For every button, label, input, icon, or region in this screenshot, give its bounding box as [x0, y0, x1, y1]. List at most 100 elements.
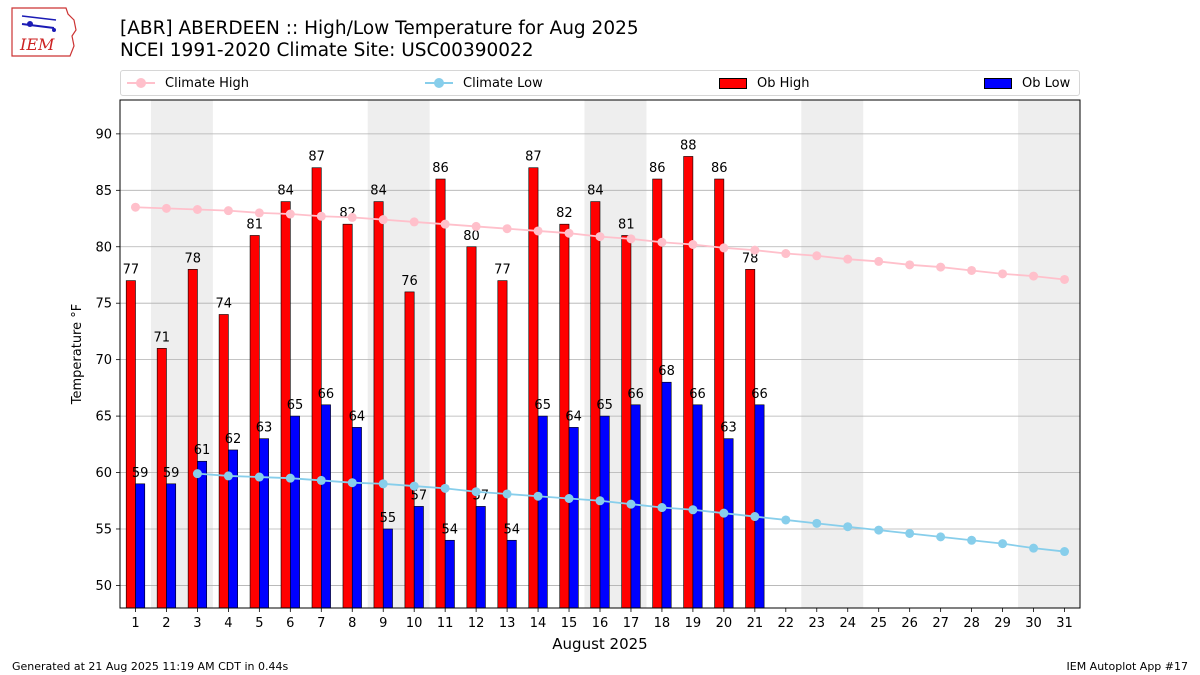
x-tick-label: 14 — [530, 616, 547, 631]
ob-low-bar — [537, 415, 548, 609]
climate-low-point — [874, 525, 884, 535]
climate-high-point — [874, 256, 884, 266]
climate-high-point — [347, 212, 357, 222]
legend-climate-high: Climate High — [127, 71, 249, 95]
climate-high-swatch — [127, 78, 155, 88]
climate-low-point — [285, 473, 295, 483]
climate-low-point — [533, 491, 543, 501]
climate-low-point — [626, 499, 636, 509]
ob-high-label: 84 — [277, 184, 294, 199]
ob-high-bar — [466, 246, 477, 609]
x-tick-label: 27 — [932, 616, 949, 631]
climate-low-point — [595, 496, 605, 506]
x-tick-label: 2 — [162, 616, 170, 631]
ob-high-bar — [714, 178, 725, 609]
x-tick-label: 1 — [131, 616, 139, 631]
ob-low-label: 61 — [194, 443, 211, 458]
x-tick-label: 25 — [870, 616, 887, 631]
y-tick-label: 75 — [95, 297, 112, 312]
ob-high-label: 71 — [154, 330, 171, 345]
footer-app: IEM Autoplot App #17 — [1066, 660, 1189, 673]
iem-logo: IEM — [8, 6, 80, 60]
legend-climate-low-label: Climate Low — [463, 75, 543, 91]
climate-high-point — [378, 215, 388, 225]
climate-low-point — [440, 483, 450, 493]
ob-high-swatch — [719, 77, 747, 89]
y-tick-label: 80 — [95, 240, 112, 255]
ob-low-label: 63 — [720, 421, 737, 436]
ob-high-label: 81 — [618, 217, 635, 232]
weekend-band — [801, 100, 864, 608]
climate-high-point — [161, 203, 171, 213]
y-axis-label: Temperature °F — [70, 304, 85, 405]
ob-low-bar — [413, 506, 424, 609]
ob-low-label: 66 — [689, 387, 706, 402]
legend: Climate High Climate Low Ob High Ob Low — [120, 70, 1080, 96]
ob-high-bar — [435, 178, 446, 609]
climate-low-point — [843, 522, 853, 532]
title-line-1: [ABR] ABERDEEN :: High/Low Temperature f… — [120, 18, 639, 39]
x-tick-label: 26 — [901, 616, 918, 631]
ob-high-bar — [125, 280, 136, 609]
ob-high-label: 84 — [370, 184, 387, 199]
x-tick-label: 3 — [193, 616, 201, 631]
climate-low-point — [657, 503, 667, 513]
climate-low-point — [998, 539, 1008, 549]
legend-climate-high-label: Climate High — [165, 75, 250, 91]
ob-low-label: 57 — [411, 488, 428, 503]
ob-low-bar — [135, 483, 146, 609]
ob-low-label: 62 — [225, 432, 242, 447]
ob-high-label: 74 — [215, 296, 232, 311]
climate-low-point — [502, 489, 512, 499]
ob-high-bar — [218, 314, 229, 609]
x-tick-label: 7 — [317, 616, 325, 631]
ob-high-label: 87 — [525, 150, 542, 165]
ob-low-bar — [382, 528, 393, 609]
ob-low-bar — [197, 460, 208, 609]
ob-high-bar — [187, 269, 198, 609]
y-tick-label: 70 — [95, 353, 112, 368]
x-tick-label: 10 — [406, 616, 423, 631]
ob-high-label: 76 — [401, 274, 418, 289]
climate-high-point — [626, 234, 636, 244]
ob-low-label: 66 — [627, 387, 644, 402]
x-tick-label: 8 — [348, 616, 356, 631]
x-tick-label: 12 — [468, 616, 485, 631]
chart-title: [ABR] ABERDEEN :: High/Low Temperature f… — [120, 18, 639, 62]
ob-low-label: 65 — [287, 398, 304, 413]
climate-high-point — [409, 217, 419, 227]
climate-low-point — [781, 515, 791, 525]
climate-low-point — [409, 481, 419, 491]
climate-high-point — [192, 205, 202, 215]
ob-high-label: 84 — [587, 184, 604, 199]
climate-high-point — [750, 245, 760, 255]
climate-low-point — [1029, 543, 1039, 553]
ob-high-bar — [745, 269, 756, 609]
ob-high-label: 87 — [308, 150, 325, 165]
ob-low-label: 54 — [442, 522, 459, 537]
ob-low-swatch — [984, 77, 1012, 89]
ob-high-label: 81 — [246, 217, 263, 232]
ob-low-bar — [723, 438, 734, 609]
x-tick-label: 31 — [1056, 616, 1073, 631]
ob-low-bar — [351, 427, 362, 609]
ob-low-bar — [661, 381, 672, 609]
ob-low-label: 54 — [503, 522, 520, 537]
climate-high-point — [285, 209, 295, 219]
x-tick-label: 19 — [685, 616, 702, 631]
y-tick-label: 85 — [95, 184, 112, 199]
x-tick-label: 24 — [839, 616, 856, 631]
ob-low-bar — [444, 539, 455, 609]
x-tick-label: 6 — [286, 616, 294, 631]
ob-low-label: 55 — [380, 511, 397, 526]
y-tick-label: 55 — [95, 522, 112, 537]
legend-ob-high: Ob High — [719, 71, 810, 95]
ob-low-bar — [166, 483, 177, 609]
ob-high-label: 86 — [649, 161, 666, 176]
climate-low-point — [936, 532, 946, 542]
legend-ob-high-label: Ob High — [757, 75, 810, 91]
climate-low-point — [1060, 547, 1070, 557]
climate-high-point — [1060, 274, 1070, 284]
climate-high-point — [781, 249, 791, 259]
x-tick-label: 28 — [963, 616, 980, 631]
